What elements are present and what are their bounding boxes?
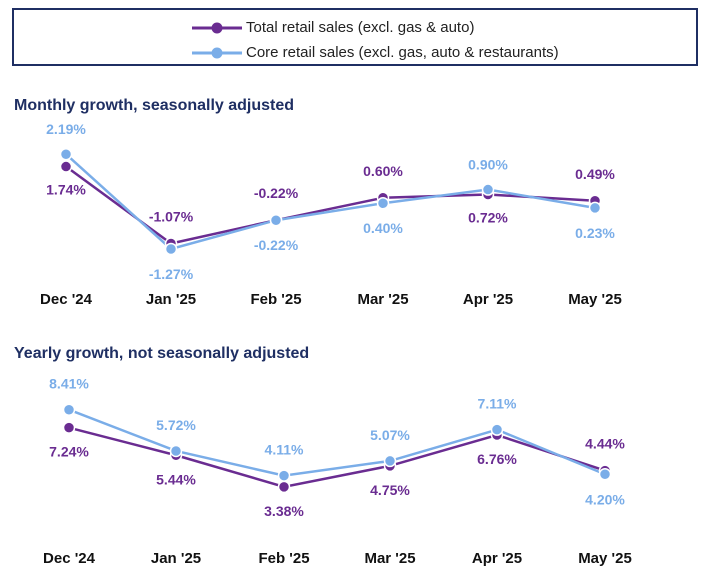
data-point-core[interactable] bbox=[588, 201, 602, 215]
legend-item-total[interactable]: Total retail sales (excl. gas & auto) bbox=[14, 16, 696, 40]
x-tick-label: Mar '25 bbox=[364, 550, 415, 567]
data-label-core: 0.23% bbox=[575, 225, 615, 241]
data-label-total: 0.60% bbox=[363, 163, 403, 179]
monthly-chart-title: Monthly growth, seasonally adjusted bbox=[14, 97, 295, 114]
data-point-core[interactable] bbox=[62, 403, 76, 416]
data-label-total: 7.24% bbox=[49, 444, 89, 460]
data-label-core: 7.11% bbox=[478, 396, 517, 412]
data-point-total[interactable] bbox=[62, 421, 76, 434]
data-point-core[interactable] bbox=[164, 242, 178, 256]
legend-label-core: Core retail sales (excl. gas, auto & res… bbox=[246, 44, 559, 61]
data-label-total: -0.22% bbox=[254, 185, 299, 201]
data-point-core[interactable] bbox=[169, 444, 183, 458]
x-tick-label: May '25 bbox=[568, 291, 622, 308]
data-label-total: 0.72% bbox=[468, 209, 508, 225]
series-line-total bbox=[65, 165, 596, 245]
x-tick-label: May '25 bbox=[578, 550, 632, 567]
x-tick-label: Apr '25 bbox=[472, 550, 522, 567]
data-point-core[interactable] bbox=[269, 213, 283, 227]
data-point-core[interactable] bbox=[490, 423, 504, 436]
legend-dot-core bbox=[211, 47, 223, 59]
x-tick-label: Feb '25 bbox=[258, 550, 309, 567]
legend-marker-core bbox=[192, 47, 242, 59]
x-tick-label: Dec '24 bbox=[43, 550, 96, 567]
data-label-core: -1.27% bbox=[149, 266, 194, 282]
data-label-total: 0.49% bbox=[575, 166, 615, 182]
data-label-core: 8.41% bbox=[49, 376, 89, 392]
legend: Total retail sales (excl. gas & auto) Co… bbox=[12, 8, 698, 66]
data-label-total: 4.44% bbox=[585, 436, 625, 452]
data-point-core[interactable] bbox=[376, 196, 390, 210]
series-line-core bbox=[68, 408, 606, 477]
monthly-growth-chart: 1.74% -1.07% -0.22% 0.60% 0.72% 0.49% 2.19% -1.… bbox=[40, 121, 622, 308]
data-point-total[interactable] bbox=[59, 160, 73, 173]
data-label-total: -1.07% bbox=[149, 208, 194, 224]
legend-marker-total bbox=[192, 22, 242, 34]
x-tick-label: Feb '25 bbox=[250, 291, 301, 308]
legend-dot-total bbox=[211, 22, 223, 34]
data-label-core: 5.07% bbox=[370, 427, 410, 443]
data-label-core: 4.11% bbox=[265, 442, 304, 458]
data-label-core: 2.19% bbox=[46, 121, 86, 137]
legend-item-core[interactable]: Core retail sales (excl. gas, auto & res… bbox=[14, 41, 696, 65]
series-line-core bbox=[65, 153, 596, 251]
legend-label-total: Total retail sales (excl. gas & auto) bbox=[246, 19, 475, 36]
data-label-core: -0.22% bbox=[254, 237, 299, 253]
data-label-core: 4.20% bbox=[585, 491, 625, 507]
data-point-core[interactable] bbox=[59, 147, 73, 161]
x-tick-label: Jan '25 bbox=[151, 550, 201, 567]
x-tick-label: Apr '25 bbox=[463, 291, 513, 308]
data-point-core[interactable] bbox=[598, 468, 612, 481]
data-label-core: 0.90% bbox=[468, 157, 508, 173]
data-label-total: 1.74% bbox=[46, 182, 86, 198]
x-tick-label: Jan '25 bbox=[146, 291, 196, 308]
data-label-core: 5.72% bbox=[156, 417, 196, 433]
data-label-total: 3.38% bbox=[264, 503, 304, 519]
data-label-core: 0.40% bbox=[363, 220, 403, 236]
yearly-chart-title: Yearly growth, not seasonally adjusted bbox=[14, 345, 310, 362]
data-label-total: 5.44% bbox=[156, 471, 196, 487]
yearly-growth-chart: 7.24% 5.44% 3.38% 4.75% 6.76% 4.44% 8.41% 5.72%… bbox=[43, 376, 632, 567]
data-point-core[interactable] bbox=[383, 454, 397, 468]
series-line-total bbox=[68, 426, 606, 489]
data-point-core[interactable] bbox=[481, 183, 495, 196]
data-label-total: 4.75% bbox=[370, 482, 410, 498]
x-tick-label: Dec '24 bbox=[40, 291, 93, 308]
data-label-total: 6.76% bbox=[477, 451, 517, 467]
data-point-total[interactable] bbox=[277, 480, 291, 494]
x-tick-label: Mar '25 bbox=[357, 291, 408, 308]
data-point-core[interactable] bbox=[277, 469, 291, 482]
